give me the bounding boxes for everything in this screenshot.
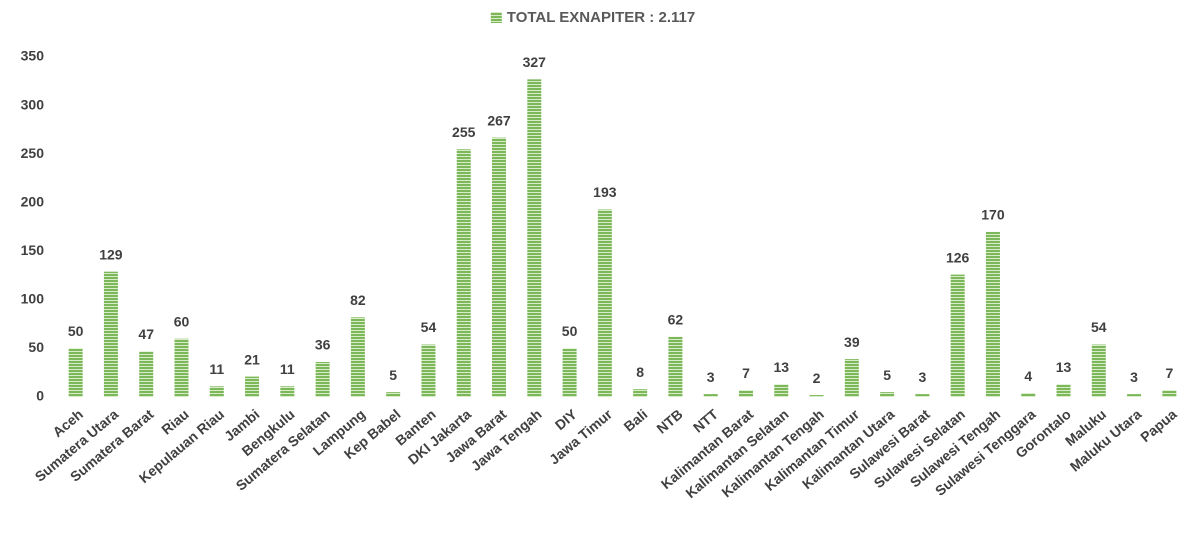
y-tick-label: 0 xyxy=(36,388,44,404)
data-label: 8 xyxy=(636,364,644,380)
data-label: 36 xyxy=(315,337,331,353)
data-label: 5 xyxy=(883,367,891,383)
data-label: 3 xyxy=(918,369,926,385)
bar xyxy=(738,390,753,397)
data-label: 7 xyxy=(1165,365,1173,381)
data-label: 11 xyxy=(209,361,224,377)
bar xyxy=(1021,393,1036,397)
y-tick-label: 150 xyxy=(21,242,45,258)
y-tick-label: 300 xyxy=(21,96,45,112)
bar xyxy=(844,359,859,397)
bar xyxy=(456,149,471,397)
legend-swatch xyxy=(490,12,502,23)
y-tick-label: 250 xyxy=(21,145,45,161)
bar xyxy=(915,394,930,397)
bar xyxy=(1056,384,1071,397)
data-label: 21 xyxy=(244,351,260,367)
bar xyxy=(386,392,401,397)
bar xyxy=(315,362,330,397)
data-label: 170 xyxy=(981,207,1005,223)
data-label: 2 xyxy=(813,370,821,386)
bar xyxy=(103,271,118,397)
bar xyxy=(174,338,189,397)
bar xyxy=(527,79,542,397)
bar xyxy=(880,392,895,397)
data-label: 4 xyxy=(1024,368,1032,384)
bar xyxy=(421,344,436,397)
bar xyxy=(492,137,507,397)
x-tick-label: NTB xyxy=(653,406,685,437)
bar xyxy=(633,389,648,397)
data-label: 50 xyxy=(68,323,84,339)
data-label: 50 xyxy=(562,323,578,339)
data-label: 39 xyxy=(844,334,860,350)
data-label: 60 xyxy=(174,313,190,329)
data-label: 126 xyxy=(946,249,970,265)
x-tick-label: Bali xyxy=(620,406,650,435)
data-label: 82 xyxy=(350,292,366,308)
bar xyxy=(209,386,224,397)
legend-label: TOTAL EXNAPITER : 2.117 xyxy=(507,9,695,26)
data-label: 193 xyxy=(593,184,617,200)
data-label: 7 xyxy=(742,365,750,381)
bar xyxy=(1091,344,1106,397)
bar xyxy=(1162,390,1177,397)
x-tick-label: Jawa Timur xyxy=(546,406,616,468)
bar xyxy=(245,376,260,397)
bar xyxy=(68,348,83,397)
y-tick-label: 100 xyxy=(21,291,45,307)
bar xyxy=(703,394,718,397)
bar xyxy=(562,348,577,397)
data-label: 267 xyxy=(487,112,511,128)
data-label: 13 xyxy=(1056,359,1072,375)
bar xyxy=(139,351,154,397)
bar xyxy=(1127,394,1142,397)
bar xyxy=(350,317,365,397)
data-label: 11 xyxy=(280,361,295,377)
data-label: 3 xyxy=(707,369,715,385)
bar xyxy=(985,231,1000,397)
data-label: 129 xyxy=(99,246,123,262)
y-tick-label: 50 xyxy=(28,339,44,355)
data-label: 62 xyxy=(668,311,684,327)
data-label: 54 xyxy=(1091,319,1107,335)
x-tick-label: Papua xyxy=(1137,406,1180,445)
data-label: 54 xyxy=(421,319,437,335)
data-label: 3 xyxy=(1130,369,1138,385)
data-label: 327 xyxy=(523,54,547,70)
bar xyxy=(280,386,295,397)
data-label: 5 xyxy=(389,367,397,383)
data-label: 13 xyxy=(773,359,789,375)
bar xyxy=(950,274,965,397)
y-tick-label: 200 xyxy=(21,193,45,209)
bar xyxy=(809,395,824,397)
y-tick-label: 350 xyxy=(21,48,45,64)
bar xyxy=(774,384,789,397)
data-label: 47 xyxy=(138,326,154,342)
bar xyxy=(668,336,683,397)
data-label: 255 xyxy=(452,124,476,140)
bar xyxy=(597,209,612,397)
